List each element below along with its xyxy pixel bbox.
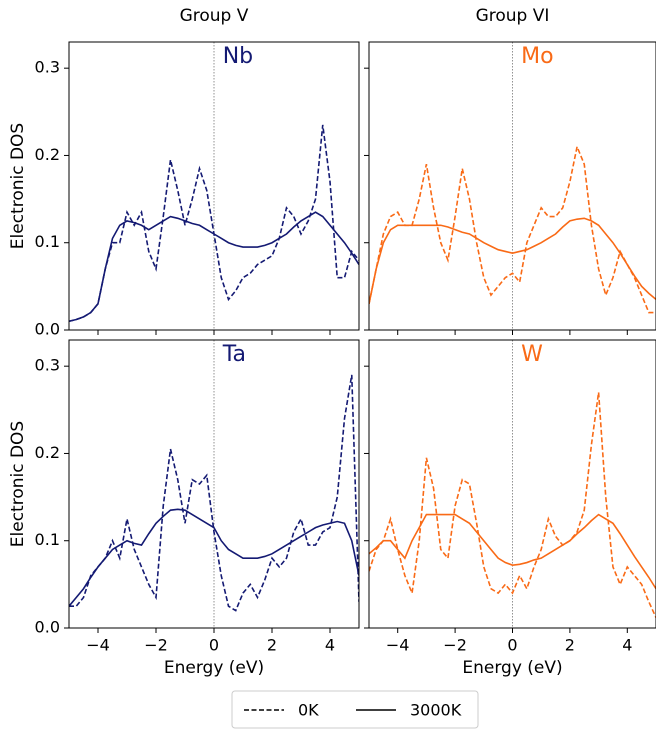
element-label: W: [521, 342, 543, 367]
plot-area: [369, 144, 656, 314]
y-tick-label: 0.1: [35, 530, 60, 549]
x-tick-label: −4: [386, 636, 410, 655]
plot-area: [369, 392, 656, 618]
series-line: [69, 374, 359, 612]
column-title: Group V: [180, 6, 249, 26]
y-axis-label: Electronic DOS: [8, 421, 28, 547]
x-tick-label: −4: [86, 636, 110, 655]
y-tick-label: 0.3: [35, 356, 60, 375]
element-label: Ta: [222, 342, 246, 367]
y-axis-label: Electronic DOS: [8, 123, 28, 249]
x-tick-label: 0: [209, 636, 219, 655]
x-tick-label: 4: [622, 636, 632, 655]
legend-label: 3000K: [410, 701, 462, 720]
series-line: [369, 513, 656, 590]
y-tick-label: 0.2: [35, 145, 60, 164]
legend-box: [231, 690, 479, 729]
x-tick-label: −2: [443, 636, 467, 655]
x-tick-label: 4: [325, 636, 335, 655]
x-axis-label: Energy (eV): [164, 658, 264, 678]
series-line: [69, 508, 359, 607]
y-tick-label: 0.0: [35, 618, 60, 637]
series-line: [369, 144, 656, 314]
x-tick-label: 0: [507, 636, 517, 655]
y-tick-label: 0.2: [35, 443, 60, 462]
x-tick-label: 2: [267, 636, 277, 655]
y-tick-label: 0.3: [35, 58, 60, 77]
series-line: [369, 217, 656, 304]
column-title: Group VI: [476, 6, 550, 26]
legend-label: 0K: [298, 701, 319, 720]
x-axis-label: Energy (eV): [462, 658, 562, 678]
element-label: Mo: [521, 44, 553, 69]
y-tick-label: 0.0: [35, 320, 60, 339]
plot-area: [69, 374, 359, 612]
x-tick-label: 2: [565, 636, 575, 655]
y-tick-label: 0.1: [35, 232, 60, 251]
series-line: [69, 211, 359, 323]
plot-area: [69, 124, 359, 323]
element-label: Nb: [223, 44, 253, 69]
x-tick-label: −2: [144, 636, 168, 655]
